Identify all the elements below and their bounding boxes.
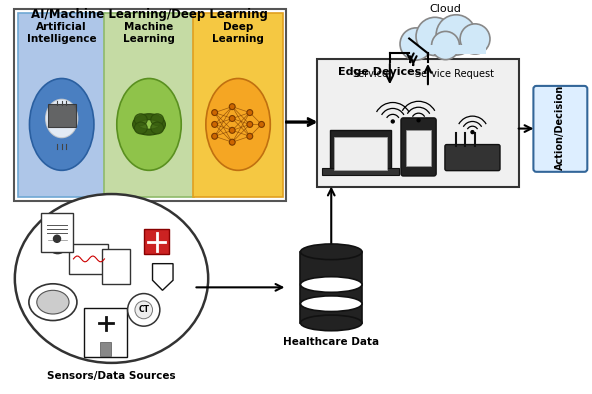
- FancyBboxPatch shape: [18, 13, 105, 197]
- Circle shape: [436, 15, 476, 55]
- FancyBboxPatch shape: [301, 252, 362, 323]
- Ellipse shape: [30, 78, 94, 170]
- Circle shape: [471, 131, 474, 134]
- Circle shape: [53, 235, 60, 242]
- Ellipse shape: [46, 226, 69, 254]
- Text: Service Request: Service Request: [415, 69, 494, 79]
- Circle shape: [212, 110, 218, 115]
- FancyBboxPatch shape: [47, 104, 76, 127]
- Ellipse shape: [151, 114, 163, 126]
- Text: Artificial
Intelligence: Artificial Intelligence: [27, 22, 96, 43]
- Circle shape: [229, 104, 235, 110]
- Text: CT: CT: [139, 305, 149, 314]
- Circle shape: [247, 121, 253, 127]
- Text: Service: Service: [352, 69, 388, 79]
- Text: Sensors/Data Sources: Sensors/Data Sources: [47, 371, 176, 381]
- FancyBboxPatch shape: [104, 13, 194, 197]
- Circle shape: [400, 28, 432, 60]
- Ellipse shape: [135, 301, 153, 319]
- Text: Cloud: Cloud: [430, 4, 461, 14]
- Circle shape: [247, 133, 253, 139]
- Ellipse shape: [301, 244, 362, 260]
- FancyBboxPatch shape: [101, 342, 111, 356]
- Ellipse shape: [117, 78, 181, 170]
- Ellipse shape: [301, 296, 362, 312]
- Text: AI/Machine Learning/Deep Learning: AI/Machine Learning/Deep Learning: [31, 8, 268, 21]
- Circle shape: [416, 17, 454, 56]
- FancyBboxPatch shape: [323, 168, 398, 175]
- Circle shape: [460, 24, 490, 54]
- Ellipse shape: [15, 194, 208, 363]
- Ellipse shape: [151, 122, 163, 134]
- FancyBboxPatch shape: [330, 130, 391, 173]
- Circle shape: [247, 110, 253, 115]
- FancyBboxPatch shape: [193, 13, 282, 197]
- FancyBboxPatch shape: [69, 244, 108, 274]
- FancyBboxPatch shape: [317, 59, 519, 187]
- FancyBboxPatch shape: [533, 86, 587, 172]
- Circle shape: [259, 121, 265, 127]
- FancyBboxPatch shape: [14, 9, 286, 201]
- Ellipse shape: [37, 290, 69, 314]
- FancyBboxPatch shape: [406, 130, 431, 167]
- FancyBboxPatch shape: [41, 213, 73, 252]
- Circle shape: [432, 32, 459, 59]
- Circle shape: [391, 120, 394, 123]
- Circle shape: [212, 133, 218, 139]
- Circle shape: [229, 139, 235, 145]
- Ellipse shape: [134, 114, 147, 126]
- Text: Healthcare Data: Healthcare Data: [283, 336, 379, 347]
- Ellipse shape: [301, 315, 362, 331]
- Circle shape: [417, 119, 420, 122]
- FancyBboxPatch shape: [334, 137, 387, 170]
- Circle shape: [229, 115, 235, 121]
- Ellipse shape: [46, 99, 78, 138]
- Ellipse shape: [128, 294, 160, 326]
- Ellipse shape: [301, 277, 362, 292]
- FancyBboxPatch shape: [401, 118, 436, 176]
- Polygon shape: [153, 264, 173, 290]
- Circle shape: [212, 121, 218, 127]
- Text: Edge Devices: Edge Devices: [338, 67, 422, 77]
- FancyBboxPatch shape: [445, 145, 500, 171]
- FancyBboxPatch shape: [102, 249, 130, 284]
- Text: Deep
Learning: Deep Learning: [212, 22, 264, 43]
- Ellipse shape: [134, 122, 147, 134]
- FancyBboxPatch shape: [406, 45, 485, 54]
- Ellipse shape: [29, 284, 77, 321]
- Text: Action/Decision: Action/Decision: [555, 85, 565, 170]
- FancyBboxPatch shape: [144, 229, 169, 254]
- Circle shape: [229, 127, 235, 133]
- FancyBboxPatch shape: [84, 308, 127, 357]
- Text: Machine
Learning: Machine Learning: [123, 22, 175, 43]
- Ellipse shape: [206, 78, 271, 170]
